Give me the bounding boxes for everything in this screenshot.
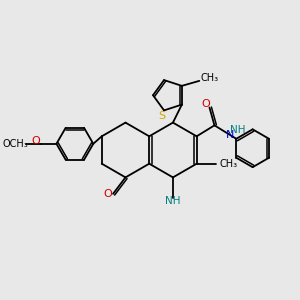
Text: NH: NH [230, 125, 246, 135]
Text: O: O [31, 136, 40, 146]
Text: OCH₃: OCH₃ [2, 139, 28, 149]
Text: CH₃: CH₃ [219, 159, 237, 169]
Text: NH: NH [165, 196, 181, 206]
Text: O: O [201, 99, 210, 109]
Text: CH₃: CH₃ [200, 74, 218, 83]
Text: N: N [226, 130, 235, 140]
Text: S: S [158, 111, 165, 122]
Text: O: O [104, 189, 112, 199]
